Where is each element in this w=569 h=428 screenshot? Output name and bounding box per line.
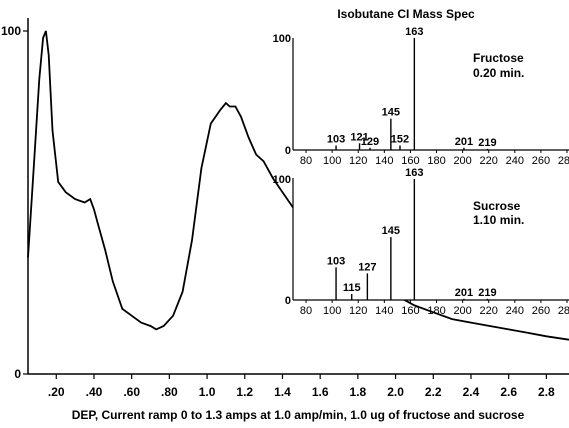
main-x-tick-label: 2.2 <box>425 385 442 399</box>
sucrose-x-tick-label: 160 <box>401 305 419 317</box>
sucrose-x-tick-label: 180 <box>427 305 445 317</box>
sucrose-peak-label: 127 <box>358 261 376 273</box>
main-x-tick-label: 1.6 <box>312 385 329 399</box>
fructose-peak-label: 201 <box>455 136 473 148</box>
main-x-tick-label: 2.0 <box>387 385 404 399</box>
main-x-tick-label: .20 <box>48 385 65 399</box>
main-y-tick-label: 100 <box>1 24 21 38</box>
fructose-peak-label: 145 <box>382 107 400 119</box>
fructose-x-tick-label: 100 <box>323 155 341 167</box>
sucrose-x-tick-label: 260 <box>532 305 550 317</box>
sucrose-time-label: 1.10 min. <box>473 213 524 227</box>
fructose-x-tick-label: 280 <box>558 155 569 167</box>
fructose-label: Fructose <box>473 51 524 65</box>
sucrose-x-tick-label: 140 <box>375 305 393 317</box>
fructose-x-tick-label: 80 <box>300 155 312 167</box>
sucrose-x-tick-label: 220 <box>480 305 498 317</box>
fructose-spectrum: 80 100 120 140 160 180 200 220 240 260 280 0 100 103… <box>273 26 569 167</box>
fructose-x-tick-label: 220 <box>480 155 498 167</box>
main-x-tick-label: 1.4 <box>274 385 291 399</box>
sucrose-x-tick-label: 200 <box>453 305 471 317</box>
fructose-y-tick-label: 100 <box>273 33 291 45</box>
fructose-peak-label: 103 <box>327 134 345 146</box>
main-x-tick-label: 2.6 <box>500 385 517 399</box>
sucrose-x-tick-label: 80 <box>300 305 312 317</box>
sucrose-peak-label: 145 <box>382 225 400 237</box>
main-x-tick-label: 2.4 <box>463 385 480 399</box>
sucrose-label: Sucrose <box>473 199 521 213</box>
sucrose-y-tick-label: 0 <box>285 295 291 307</box>
main-x-axis-label: DEP, Current ramp 0 to 1.3 amps at 1.0 a… <box>72 408 525 422</box>
main-x-tick-label: 1.0 <box>199 385 216 399</box>
fructose-x-tick-label: 160 <box>401 155 419 167</box>
fructose-x-tick-label: 240 <box>506 155 524 167</box>
main-chromatogram: 0 100 .20 .40 .60 .80 1.0 1.2 1.4 1.6 1.8 2.0 2.2 2.… <box>1 18 569 422</box>
main-x-tick-label: 2.8 <box>538 385 555 399</box>
sucrose-x-tick-label: 280 <box>558 305 569 317</box>
main-x-tick-label: .40 <box>86 385 103 399</box>
fructose-peak-label: 129 <box>361 136 379 148</box>
fructose-x-tick-label: 120 <box>349 155 367 167</box>
fructose-peak-label: 152 <box>391 134 409 146</box>
sucrose-spectrum: 80 100 120 140 160 180 200 220 240 260 280 0 100 103… <box>273 167 569 317</box>
fructose-peak-label: 121 <box>350 131 368 143</box>
sucrose-peak-label: 219 <box>478 287 496 299</box>
sucrose-peak-label: 103 <box>327 255 345 267</box>
main-x-tick-label: 1.8 <box>350 385 367 399</box>
main-x-tick-label: .80 <box>161 385 178 399</box>
main-x-tick-label: 1.2 <box>236 385 253 399</box>
fructose-x-tick-label: 180 <box>427 155 445 167</box>
main-y-tick-label: 0 <box>14 367 21 381</box>
sucrose-peak-label: 115 <box>343 282 361 294</box>
fructose-time-label: 0.20 min. <box>473 66 524 80</box>
fructose-x-tick-label: 260 <box>532 155 550 167</box>
fructose-y-tick-label: 0 <box>285 145 291 157</box>
sucrose-peak-label: 163 <box>405 167 423 179</box>
sucrose-y-tick-label: 100 <box>273 174 291 186</box>
main-x-tick-label: .60 <box>123 385 140 399</box>
fructose-peak-label: 163 <box>405 26 423 38</box>
fructose-peak-label: 219 <box>478 137 496 149</box>
fructose-x-tick-label: 140 <box>375 155 393 167</box>
sucrose-x-tick-label: 100 <box>323 305 341 317</box>
sucrose-x-tick-label: 240 <box>506 305 524 317</box>
sucrose-peak-label: 201 <box>455 287 473 299</box>
sucrose-x-tick-label: 120 <box>349 305 367 317</box>
inset-title: Isobutane CI Mass Spec <box>337 7 475 21</box>
fructose-x-tick-label: 200 <box>453 155 471 167</box>
